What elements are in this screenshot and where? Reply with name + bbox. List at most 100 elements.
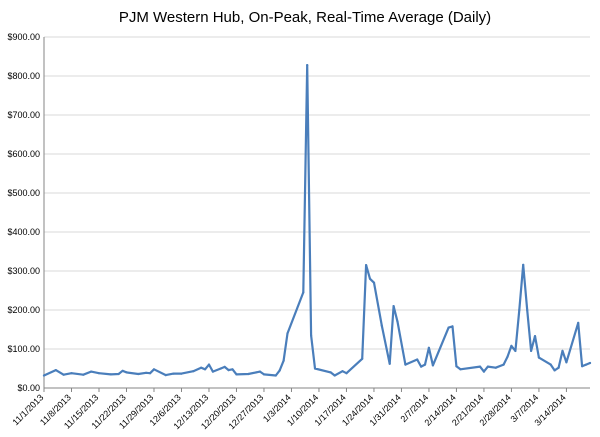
data-point xyxy=(588,361,592,365)
y-tick-label: $300.00 xyxy=(7,266,40,276)
data-point xyxy=(172,372,175,375)
y-tick-label: $500.00 xyxy=(7,188,40,198)
data-point xyxy=(223,365,226,368)
data-point xyxy=(235,373,238,376)
data-point xyxy=(145,371,148,374)
data-point xyxy=(62,373,65,376)
data-point xyxy=(482,370,485,373)
data-point xyxy=(200,366,203,369)
series-line xyxy=(42,63,592,377)
data-point xyxy=(345,372,348,375)
data-point xyxy=(164,374,167,377)
data-point xyxy=(388,362,391,365)
data-point xyxy=(518,308,521,312)
data-point xyxy=(557,366,560,369)
y-tick-label: $100.00 xyxy=(7,344,40,354)
data-point xyxy=(455,365,458,368)
data-point xyxy=(494,366,497,369)
data-point xyxy=(365,264,368,267)
data-point xyxy=(478,365,482,368)
y-axis-tick-labels: $0.00 $100.00 $200.00 $300.00 $400.00 $500.00… xyxy=(7,32,40,393)
data-point xyxy=(262,373,266,376)
data-point xyxy=(82,373,85,376)
gridlines xyxy=(44,36,590,350)
data-point xyxy=(585,363,588,366)
data-point xyxy=(274,374,277,377)
data-point xyxy=(553,369,556,372)
data-point xyxy=(427,346,430,349)
data-point xyxy=(530,349,533,352)
y-tick-label: $0.00 xyxy=(17,383,40,393)
data-point xyxy=(90,370,93,373)
data-point xyxy=(137,372,140,376)
data-point xyxy=(506,355,509,358)
data-point xyxy=(70,372,73,375)
data-point xyxy=(54,369,57,372)
data-point xyxy=(302,291,305,294)
y-tick-label: $600.00 xyxy=(7,149,40,159)
data-point xyxy=(526,308,529,312)
data-point xyxy=(282,359,285,362)
chart-title: PJM Western Hub, On-Peak, Real-Time Aver… xyxy=(119,9,491,26)
data-point xyxy=(306,64,309,67)
data-point xyxy=(255,371,258,374)
data-point xyxy=(565,361,568,364)
data-point xyxy=(247,372,250,376)
data-point xyxy=(423,363,427,366)
data-point xyxy=(549,363,552,366)
data-point xyxy=(152,368,156,371)
data-point xyxy=(396,320,399,323)
data-point xyxy=(459,368,462,371)
data-point xyxy=(380,324,383,327)
y-tick-label: $400.00 xyxy=(7,227,40,237)
data-point xyxy=(537,356,541,359)
data-point xyxy=(180,372,183,375)
data-point xyxy=(42,374,46,377)
data-point xyxy=(533,335,537,338)
data-point xyxy=(404,363,407,366)
data-point xyxy=(207,363,211,366)
data-point xyxy=(149,372,152,375)
data-point xyxy=(109,373,112,376)
data-point xyxy=(431,364,434,367)
y-tick-label: $900.00 xyxy=(7,32,40,42)
data-point xyxy=(192,370,195,373)
data-point xyxy=(372,281,376,284)
data-point xyxy=(211,370,214,373)
data-point xyxy=(121,369,124,372)
data-point xyxy=(561,349,564,352)
data-point xyxy=(333,374,336,377)
data-point xyxy=(420,365,423,368)
data-point xyxy=(125,371,128,374)
data-point xyxy=(117,372,120,376)
data-point xyxy=(451,325,454,328)
y-tick-label: $700.00 xyxy=(7,110,40,120)
data-point xyxy=(204,368,207,371)
data-point xyxy=(486,365,489,368)
x-axis-tick-labels: 11/1/201311/8/201311/15/201311/22/201311… xyxy=(11,392,568,431)
data-point xyxy=(310,334,313,337)
y-tick-label: $200.00 xyxy=(7,305,40,315)
data-point xyxy=(502,363,505,366)
data-point xyxy=(313,367,317,370)
axes xyxy=(43,37,590,392)
data-point xyxy=(514,349,517,352)
data-point xyxy=(227,369,230,372)
data-point xyxy=(97,372,101,375)
series-group xyxy=(42,63,592,377)
data-point xyxy=(447,326,450,329)
data-point xyxy=(510,344,513,347)
data-point xyxy=(416,358,419,361)
data-point xyxy=(368,277,372,280)
data-point xyxy=(329,371,332,374)
data-point xyxy=(577,321,580,324)
data-point xyxy=(392,305,395,308)
data-point xyxy=(361,357,364,360)
data-point xyxy=(258,370,262,373)
data-point xyxy=(286,332,289,335)
data-point xyxy=(522,263,525,266)
data-point xyxy=(278,369,281,372)
data-point xyxy=(219,367,222,370)
